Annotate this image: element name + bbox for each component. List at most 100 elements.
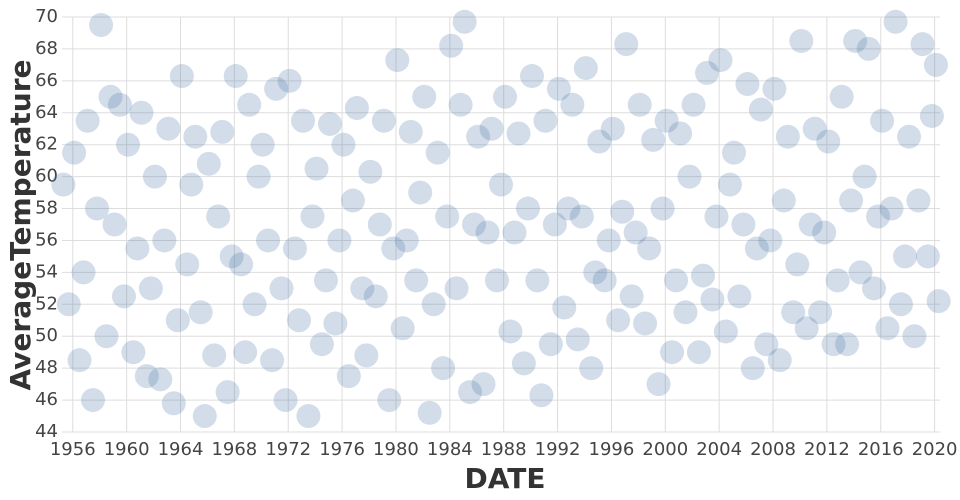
point bbox=[484, 268, 509, 293]
point bbox=[260, 348, 285, 373]
point bbox=[125, 236, 150, 261]
point bbox=[179, 172, 204, 197]
point bbox=[134, 364, 159, 389]
point bbox=[309, 332, 334, 357]
point bbox=[344, 95, 369, 120]
point bbox=[471, 372, 496, 397]
point bbox=[573, 56, 598, 81]
point bbox=[623, 220, 648, 245]
x-tick-label: 1976 bbox=[319, 439, 365, 460]
x-tick-label: 1968 bbox=[211, 439, 257, 460]
point bbox=[538, 332, 563, 357]
point bbox=[161, 391, 186, 416]
point bbox=[452, 9, 477, 34]
point bbox=[802, 116, 827, 141]
point bbox=[111, 284, 136, 309]
point bbox=[546, 76, 571, 101]
point bbox=[417, 400, 442, 425]
point bbox=[587, 129, 612, 154]
point bbox=[269, 276, 294, 301]
point bbox=[713, 319, 738, 344]
point bbox=[169, 64, 194, 89]
point bbox=[781, 300, 806, 325]
point bbox=[619, 284, 644, 309]
point bbox=[721, 140, 746, 165]
point bbox=[425, 140, 450, 165]
point bbox=[910, 32, 935, 57]
point bbox=[435, 204, 460, 229]
point bbox=[421, 292, 446, 317]
point bbox=[673, 300, 698, 325]
y-axis-title: AverageTemperature bbox=[4, 59, 37, 390]
point bbox=[475, 220, 500, 245]
x-tick-label: 1996 bbox=[589, 439, 635, 460]
point bbox=[273, 388, 298, 413]
point bbox=[785, 252, 810, 277]
x-tick-label: 2008 bbox=[750, 439, 796, 460]
y-tick-label: 58 bbox=[35, 198, 58, 219]
point bbox=[633, 311, 658, 336]
x-tick-label: 1992 bbox=[535, 439, 581, 460]
point bbox=[458, 380, 483, 405]
point bbox=[385, 48, 410, 73]
point bbox=[519, 64, 544, 89]
point bbox=[515, 196, 540, 221]
point bbox=[883, 9, 908, 34]
point bbox=[51, 172, 76, 197]
point bbox=[175, 252, 200, 277]
point bbox=[839, 188, 864, 213]
point bbox=[354, 343, 379, 368]
point bbox=[381, 236, 406, 261]
point bbox=[215, 380, 240, 405]
point bbox=[304, 156, 329, 181]
point bbox=[600, 116, 625, 141]
point bbox=[300, 204, 325, 229]
point bbox=[735, 72, 760, 97]
point bbox=[80, 388, 105, 413]
point bbox=[340, 188, 365, 213]
x-tick-label: 1988 bbox=[481, 439, 527, 460]
point bbox=[829, 84, 854, 109]
point bbox=[398, 119, 423, 144]
point bbox=[569, 204, 594, 229]
point bbox=[327, 228, 352, 253]
point bbox=[390, 316, 415, 341]
point bbox=[897, 124, 922, 149]
point bbox=[408, 180, 433, 205]
point bbox=[371, 108, 396, 133]
point bbox=[775, 124, 800, 149]
point bbox=[835, 332, 860, 357]
point bbox=[825, 268, 850, 293]
point bbox=[740, 356, 765, 381]
point bbox=[816, 129, 841, 154]
point bbox=[192, 404, 217, 429]
point bbox=[479, 116, 504, 141]
point bbox=[856, 36, 881, 61]
point bbox=[686, 340, 711, 365]
x-tick-label: 1980 bbox=[373, 439, 419, 460]
point bbox=[71, 260, 96, 285]
point bbox=[206, 204, 231, 229]
point bbox=[358, 159, 383, 184]
point bbox=[377, 388, 402, 413]
point bbox=[798, 212, 823, 237]
point bbox=[138, 276, 163, 301]
point bbox=[115, 132, 140, 157]
point bbox=[75, 108, 100, 133]
point bbox=[926, 289, 951, 314]
point bbox=[789, 28, 814, 53]
point bbox=[888, 292, 913, 317]
point bbox=[317, 111, 342, 136]
y-tick-label: 56 bbox=[35, 229, 58, 250]
point bbox=[579, 356, 604, 381]
point bbox=[506, 121, 531, 146]
point bbox=[323, 311, 348, 336]
point bbox=[219, 244, 244, 269]
point bbox=[708, 48, 733, 73]
point bbox=[98, 84, 123, 109]
point bbox=[498, 319, 523, 344]
point bbox=[121, 340, 146, 365]
point bbox=[85, 196, 110, 221]
point bbox=[758, 228, 783, 253]
point bbox=[852, 164, 877, 189]
